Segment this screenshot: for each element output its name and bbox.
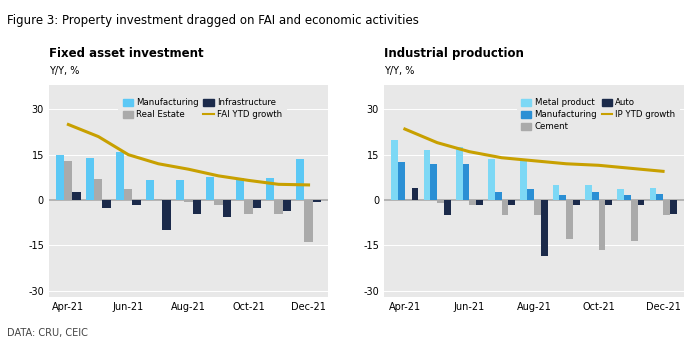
Bar xyxy=(598,200,605,250)
Bar xyxy=(521,159,527,200)
Bar xyxy=(237,178,244,200)
Text: Fixed asset investment: Fixed asset investment xyxy=(49,47,204,60)
Bar xyxy=(147,180,154,200)
Bar xyxy=(566,200,573,239)
Bar xyxy=(283,200,290,211)
Bar xyxy=(508,200,515,205)
Bar xyxy=(617,190,624,200)
Bar xyxy=(592,192,598,200)
Bar xyxy=(534,200,541,215)
Bar xyxy=(560,195,566,200)
Bar xyxy=(476,200,483,205)
Bar xyxy=(624,195,631,200)
Bar xyxy=(244,200,253,213)
Bar xyxy=(502,200,508,215)
Bar xyxy=(605,200,612,205)
Bar xyxy=(444,200,451,215)
Bar xyxy=(412,188,418,200)
Bar xyxy=(437,200,444,203)
Bar xyxy=(573,200,580,205)
Bar xyxy=(73,192,80,200)
Bar xyxy=(670,200,676,213)
Legend: Metal product, Manufacturing, Cement, Auto, IP YTD growth: Metal product, Manufacturing, Cement, Au… xyxy=(517,94,680,135)
Bar xyxy=(64,161,73,200)
Bar xyxy=(274,200,283,213)
Bar xyxy=(267,178,274,200)
Bar xyxy=(87,158,94,200)
Bar xyxy=(541,200,547,256)
Bar xyxy=(488,159,495,200)
Bar xyxy=(297,159,304,200)
Bar xyxy=(184,200,193,202)
Bar xyxy=(214,200,223,205)
Bar xyxy=(424,150,431,200)
Bar xyxy=(663,200,670,215)
Bar xyxy=(637,200,644,205)
Text: Industrial production: Industrial production xyxy=(384,47,524,60)
Text: DATA: CRU, CEIC: DATA: CRU, CEIC xyxy=(7,328,88,338)
Bar xyxy=(495,192,502,200)
Bar xyxy=(392,139,398,200)
Bar xyxy=(207,177,214,200)
Text: Figure 3: Property investment dragged on FAI and economic activities: Figure 3: Property investment dragged on… xyxy=(7,14,419,27)
Bar xyxy=(193,200,200,213)
Bar xyxy=(313,200,320,202)
Bar xyxy=(154,198,163,200)
Bar xyxy=(253,200,260,208)
Bar xyxy=(631,200,637,241)
Bar xyxy=(553,185,560,200)
Bar xyxy=(656,194,663,200)
Bar xyxy=(405,198,412,200)
Bar xyxy=(117,152,124,200)
Bar xyxy=(223,200,230,217)
Bar xyxy=(463,164,470,200)
Bar xyxy=(94,179,103,200)
Bar xyxy=(650,188,656,200)
Legend: Manufacturing, Real Estate, Infrastructure, FAI YTD growth: Manufacturing, Real Estate, Infrastructu… xyxy=(118,94,287,123)
Bar xyxy=(177,180,184,200)
Bar xyxy=(585,185,592,200)
Bar xyxy=(57,155,64,200)
Bar xyxy=(431,164,437,200)
Bar xyxy=(470,200,476,205)
Text: Y/Y, %: Y/Y, % xyxy=(49,66,80,76)
Bar xyxy=(398,162,405,200)
Bar xyxy=(304,200,313,242)
Bar xyxy=(133,200,140,205)
Bar xyxy=(124,190,133,200)
Bar xyxy=(456,147,463,200)
Bar xyxy=(527,190,534,200)
Text: Y/Y, %: Y/Y, % xyxy=(384,66,415,76)
Bar xyxy=(163,200,170,230)
Bar xyxy=(103,200,110,208)
